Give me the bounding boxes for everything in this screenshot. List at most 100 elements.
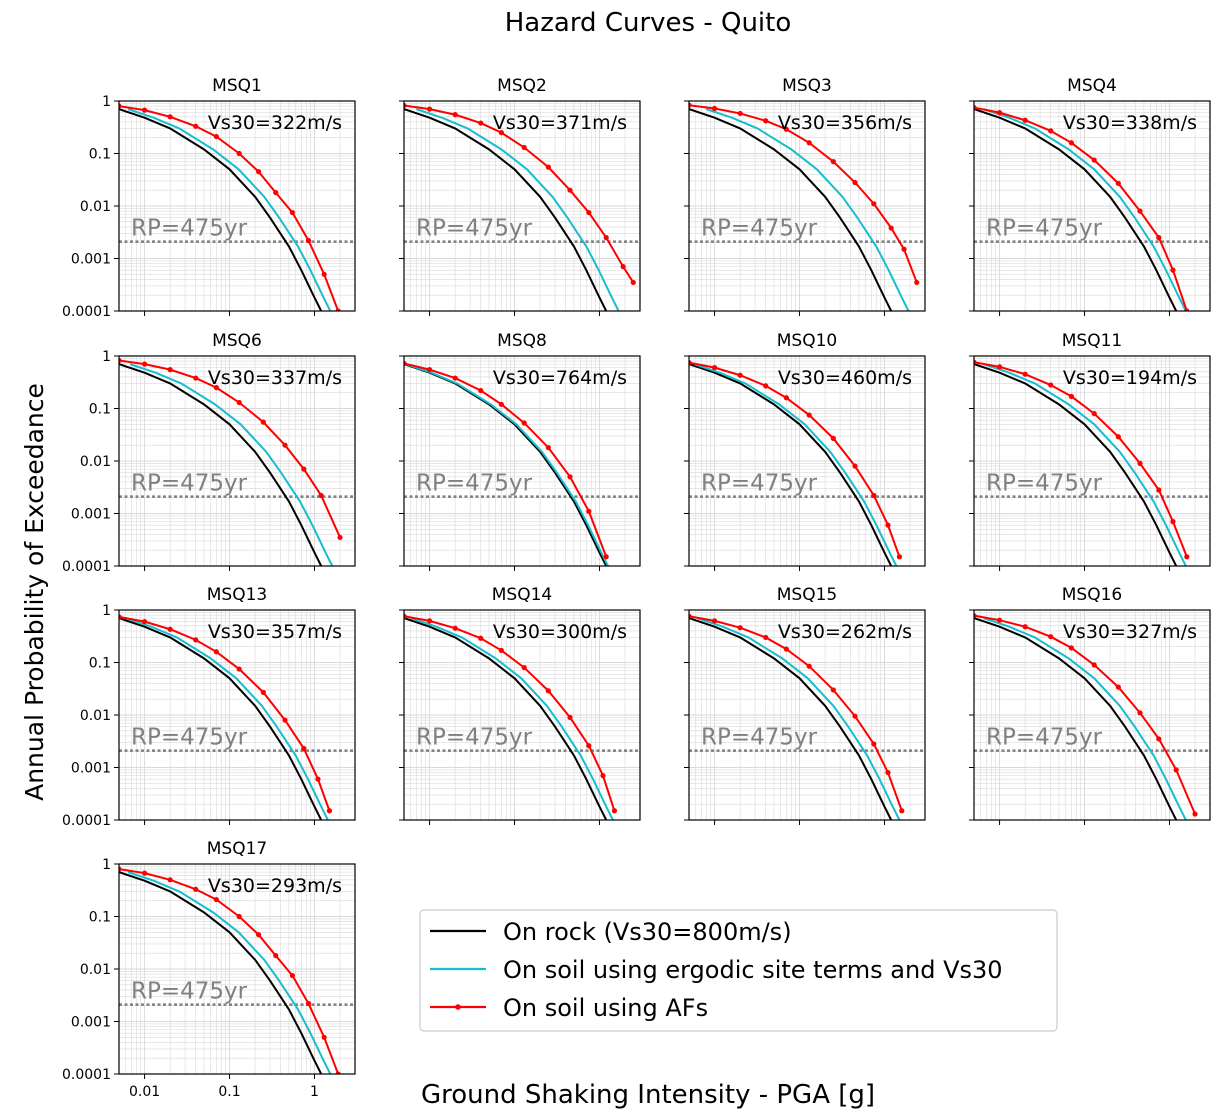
ergodic-curve <box>693 363 898 566</box>
rp-label: RP=475yr <box>131 979 248 1005</box>
afs-point <box>852 713 858 719</box>
afs-point <box>167 114 173 120</box>
panel-title: MSQ15 <box>777 585 837 605</box>
afs-point <box>289 972 296 979</box>
legend-marker <box>455 1004 461 1010</box>
rp-label: RP=475yr <box>416 216 533 242</box>
afs-point <box>1156 736 1162 742</box>
afs-point <box>1115 684 1121 690</box>
afs-point <box>213 649 219 655</box>
panel-msq13: 0.0001 0.001 0.01 0.1 1 MSQ13 Vs30=357m/s RP=47… <box>62 585 356 829</box>
afs-point <box>193 637 199 643</box>
afs-point <box>603 554 609 560</box>
ergodic-curve <box>706 108 910 311</box>
afs-point <box>426 106 433 112</box>
afs-point <box>1048 128 1054 134</box>
afs-point <box>289 209 296 216</box>
afs-point <box>335 1071 341 1074</box>
panel-msq11: MSQ11 Vs30=194m/s RP=475yr <box>969 331 1211 571</box>
afs-point <box>974 359 977 365</box>
afs-point <box>335 308 341 311</box>
afs-point <box>689 613 692 619</box>
rock-curve <box>119 617 323 820</box>
afs-point <box>305 237 312 244</box>
afs-point <box>871 741 877 747</box>
afs-point <box>1091 157 1097 163</box>
afs-point <box>852 179 858 186</box>
rp-label: RP=475yr <box>701 725 818 751</box>
afs-point <box>305 1000 312 1007</box>
afs-point <box>899 808 905 814</box>
curves <box>404 102 636 311</box>
afs-point <box>1022 117 1028 123</box>
afs-point <box>426 618 433 624</box>
afs-point <box>404 360 407 367</box>
y-tick-label: 0.0001 <box>62 559 111 575</box>
afs-point <box>689 359 692 366</box>
afs-point <box>452 375 458 381</box>
afs-point <box>498 401 504 407</box>
panel-msq6: 0.0001 0.001 0.01 0.1 1 MSQ6 Vs30=337m/s RP=475… <box>62 331 356 575</box>
afs-point <box>620 264 626 270</box>
afs-point <box>236 666 242 672</box>
afs-point <box>1115 180 1121 186</box>
afs-curve <box>119 868 340 1074</box>
curves <box>974 359 1190 566</box>
panel-title: MSQ3 <box>782 76 832 96</box>
figure-title: Hazard Curves - Quito <box>505 8 792 38</box>
afs-point <box>603 235 609 241</box>
vs30-label: Vs30=338m/s <box>1063 112 1197 134</box>
afs-point <box>1184 554 1190 560</box>
vs30-label: Vs30=327m/s <box>1063 621 1197 643</box>
vs30-label: Vs30=337m/s <box>208 367 342 389</box>
afs-point <box>783 646 789 652</box>
grid <box>689 356 925 566</box>
afs-point <box>315 776 321 782</box>
afs-point <box>478 120 484 126</box>
afs-point <box>326 808 333 814</box>
panel-msq14: MSQ14 Vs30=300m/s RP=475yr <box>399 585 641 825</box>
y-tick-label: 0.0001 <box>62 813 111 829</box>
panel-msq15: MSQ15 Vs30=262m/s RP=475yr <box>684 585 926 825</box>
afs-point <box>914 279 920 286</box>
afs-point <box>567 187 573 193</box>
afs-point <box>273 952 279 959</box>
afs-curve <box>404 104 635 283</box>
panel-title: MSQ13 <box>207 585 267 605</box>
rp-label: RP=475yr <box>131 725 248 751</box>
y-tick-label: 0.001 <box>71 761 111 777</box>
y-tick-label: 1 <box>102 94 111 110</box>
grid <box>974 356 1210 566</box>
afs-point <box>1173 767 1179 773</box>
afs-point <box>141 870 148 876</box>
afs-point <box>1068 645 1074 651</box>
afs-curve <box>119 105 340 311</box>
afs-point <box>974 104 977 111</box>
afs-point <box>119 357 122 364</box>
panel-title: MSQ1 <box>212 76 262 96</box>
rp-label: RP=475yr <box>701 471 818 497</box>
rp-label: RP=475yr <box>131 471 248 497</box>
afs-point <box>1048 634 1054 640</box>
afs-point <box>478 635 484 641</box>
curves <box>689 102 920 311</box>
panel-msq2: MSQ2 Vs30=371m/s RP=475yr <box>399 76 641 316</box>
afs-point <box>711 618 718 624</box>
legend-label: On soil using AFs <box>503 994 708 1022</box>
y-tick-label: 1 <box>102 349 111 365</box>
rock-curve <box>404 617 608 820</box>
afs-point <box>193 123 199 129</box>
afs-point <box>452 112 458 118</box>
afs-point <box>1137 460 1143 467</box>
afs-point <box>806 663 812 669</box>
afs-point <box>630 279 636 286</box>
legend: On rock (Vs30=800m/s) On soil using ergod… <box>419 909 1058 1032</box>
afs-curve <box>119 615 331 812</box>
afs-point <box>830 159 836 165</box>
y-tick-label: 0.1 <box>89 656 111 672</box>
afs-point <box>452 625 458 631</box>
afs-point <box>885 522 891 528</box>
rock-curve <box>119 363 323 566</box>
panel-msq4: MSQ4 Vs30=338m/s RP=475yr <box>969 76 1211 316</box>
ergodic-curve <box>129 363 334 566</box>
